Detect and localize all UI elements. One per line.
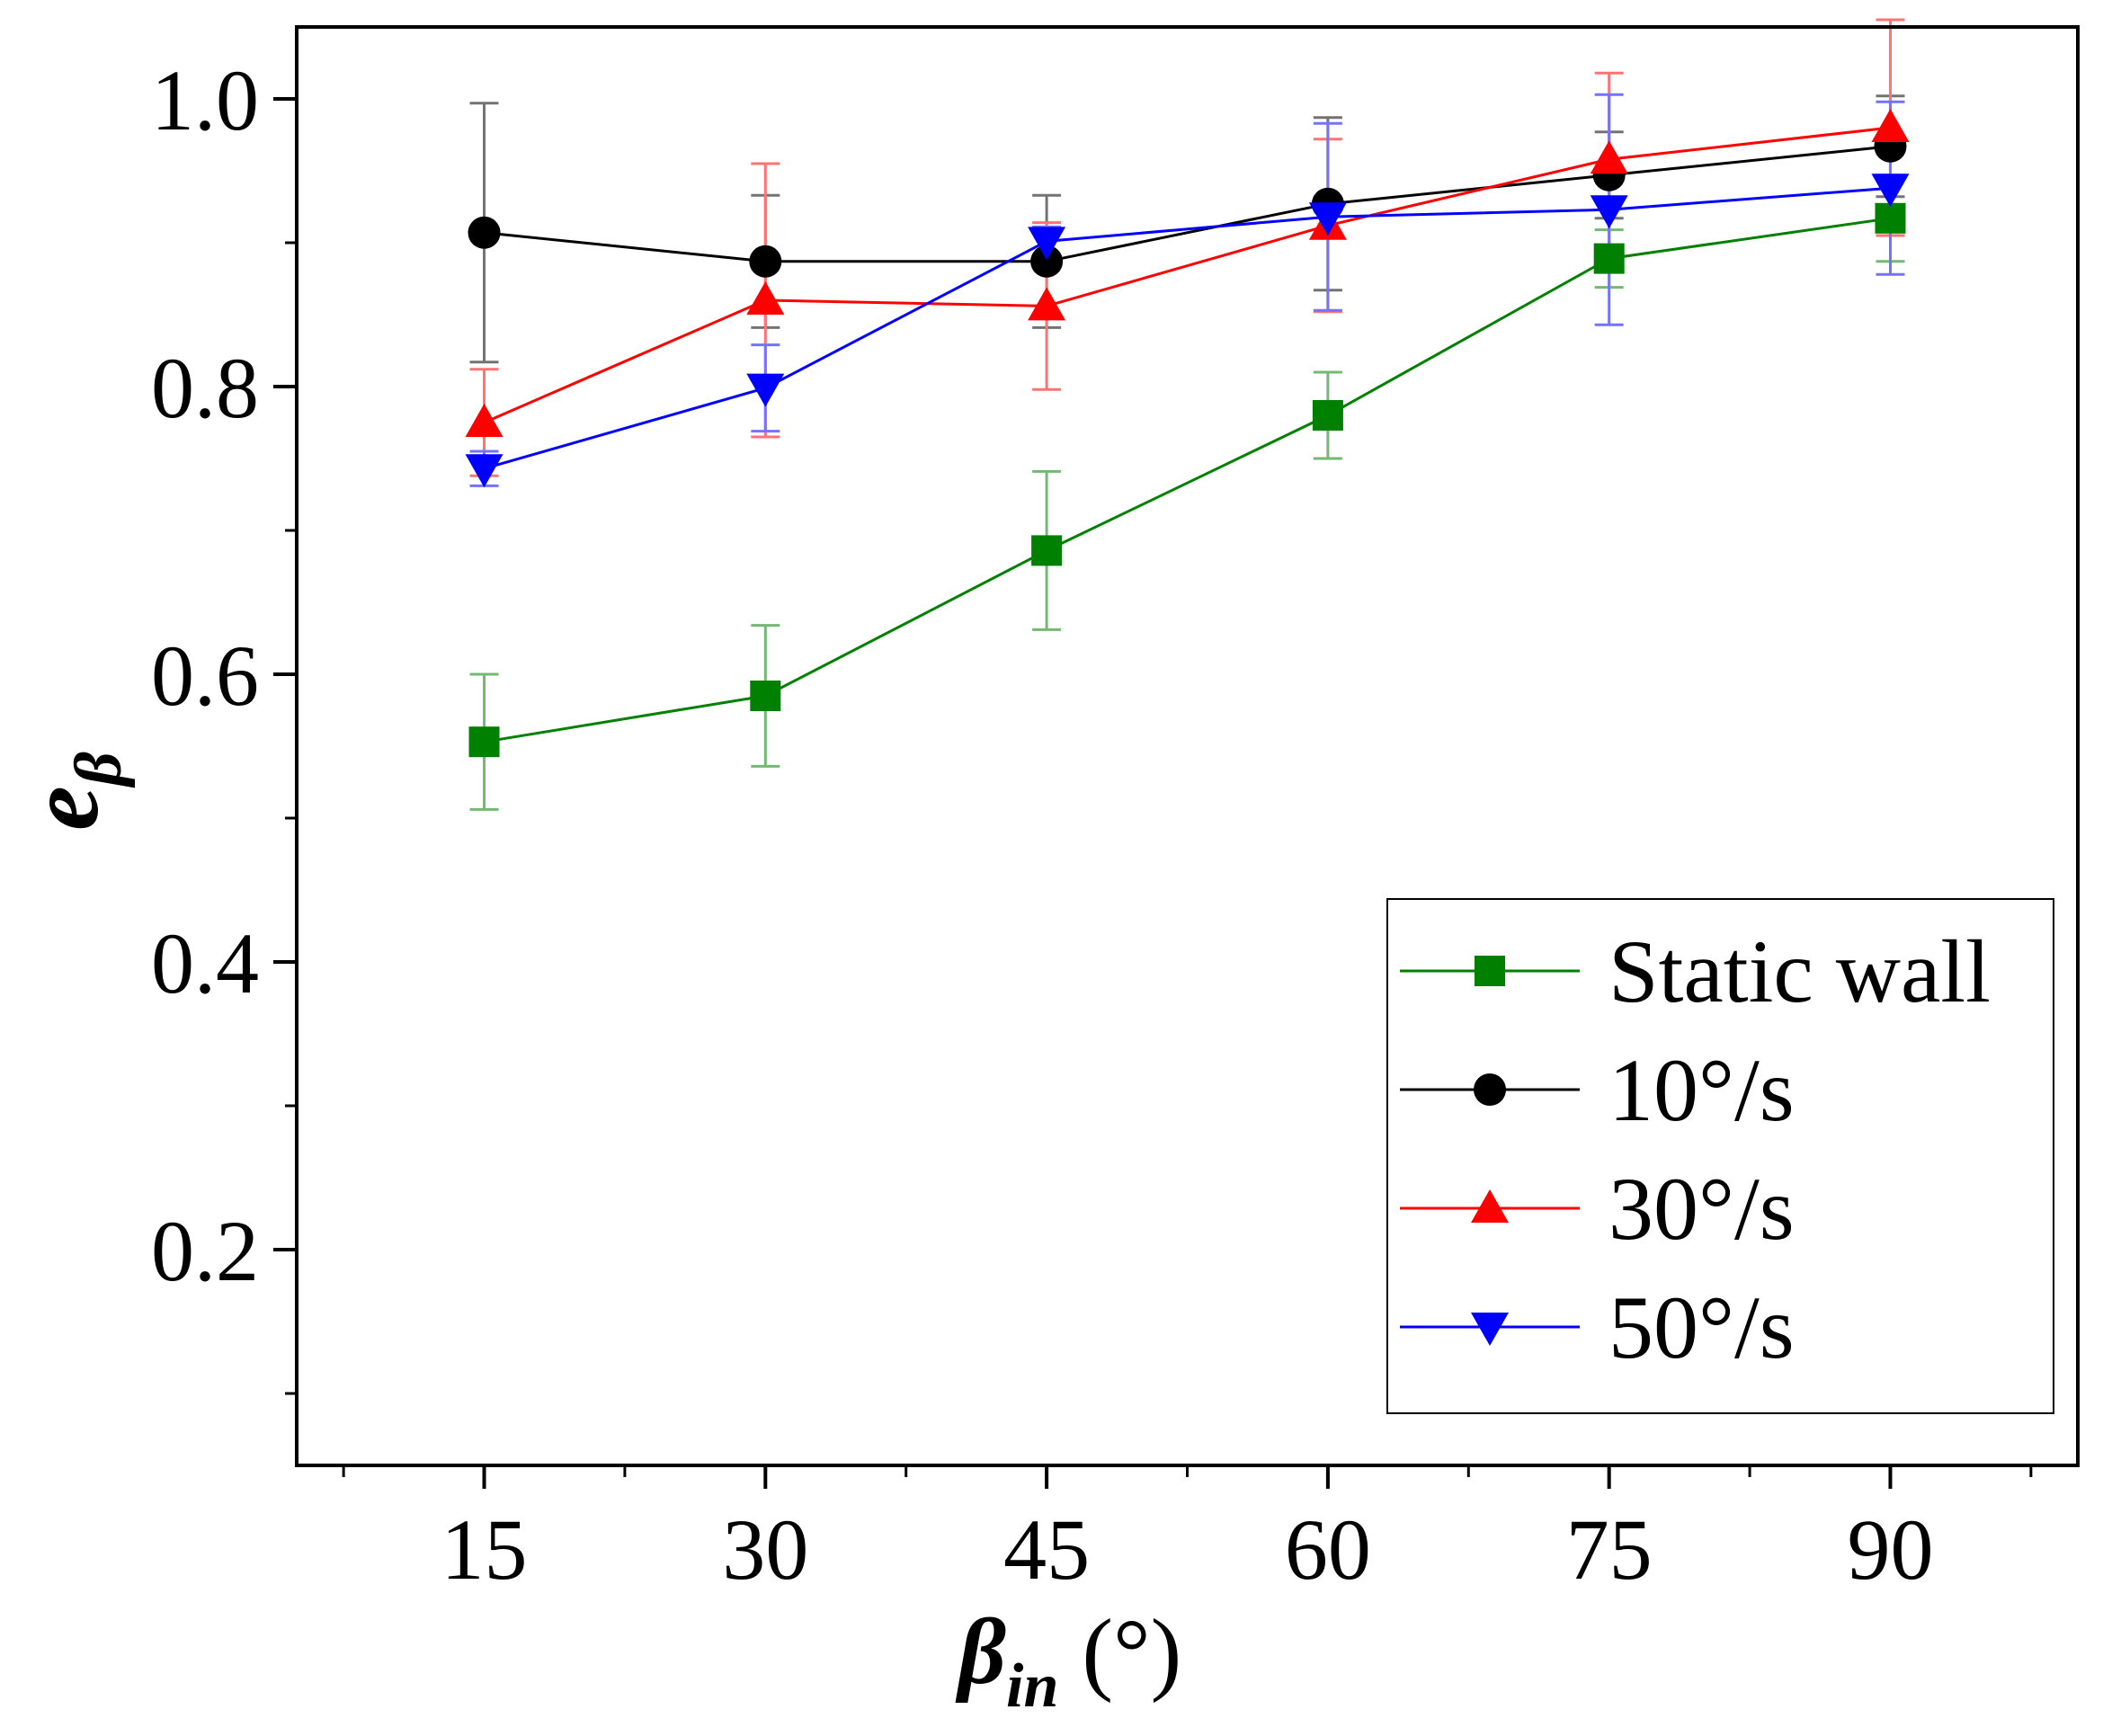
series-4-point <box>1590 195 1628 229</box>
series-lines-layer <box>483 126 1891 743</box>
x-axis-unit: (°) <box>1058 1600 1181 1704</box>
series-2-point <box>749 245 782 278</box>
series-4-point <box>1308 202 1347 236</box>
series-1-line <box>484 217 1891 743</box>
x-axis-symbol: β <box>955 1600 1006 1704</box>
y-tick-label: 0.8 <box>151 340 259 436</box>
series-2-point <box>468 216 501 249</box>
y-axis-symbol: e <box>8 786 120 831</box>
y-tick-label: 0.6 <box>151 628 259 724</box>
series-1-point <box>750 681 781 711</box>
series-4-line <box>484 186 1891 470</box>
markers-layer <box>465 109 1910 758</box>
y-tick-label: 0.2 <box>151 1203 259 1299</box>
series-1-point <box>1875 202 1906 234</box>
x-tick-label: 30 <box>722 1501 808 1598</box>
x-tick-label: 45 <box>1003 1501 1090 1598</box>
series-1-point <box>468 726 500 758</box>
x-axis-subscript: in <box>1006 1651 1058 1721</box>
series-3-point <box>465 404 503 437</box>
series-1-point <box>1031 535 1063 566</box>
x-axis-title: βin (°) <box>955 1600 1182 1721</box>
series-1-point <box>1312 400 1343 431</box>
series-1-point <box>1593 243 1625 274</box>
y-tick-label: 1.0 <box>151 52 259 148</box>
series-3-line <box>483 126 1891 424</box>
series-3-point <box>1028 287 1066 321</box>
axes-layer: 15 30 45 60 75 90 0.2 0.4 0.6 0.8 1.0 <box>151 25 2080 1598</box>
legend-label: 10°/s <box>1608 1040 1795 1140</box>
x-tick-label: 75 <box>1566 1501 1653 1598</box>
legend-marker <box>1471 1313 1509 1346</box>
y-axis-title: eβ <box>8 752 136 831</box>
series-2-line <box>484 145 1891 263</box>
series-4-point <box>746 373 785 407</box>
x-tick-label: 90 <box>1847 1501 1933 1598</box>
series-2-point <box>1030 245 1064 278</box>
legend-label: Static wall <box>1608 921 1991 1021</box>
legend-marker <box>1474 1073 1506 1106</box>
series-4-point <box>1871 174 1910 208</box>
y-axis-subscript: β <box>62 752 136 788</box>
legend-marker <box>1471 1189 1509 1223</box>
series-4-point <box>465 454 503 488</box>
error-bars-layer <box>469 18 1905 811</box>
series-3-point <box>746 281 785 315</box>
legend-label: 30°/s <box>1608 1159 1795 1259</box>
x-tick-label: 60 <box>1285 1501 1371 1598</box>
series-3-point <box>1871 109 1910 142</box>
legend-marker <box>1475 956 1505 986</box>
x-tick-label: 15 <box>441 1501 528 1598</box>
series-3-point <box>1590 140 1628 174</box>
y-tick-label: 0.4 <box>151 915 259 1011</box>
legend: Static wall 10°/s 30°/s 50°/s <box>1386 898 2054 1414</box>
legend-label: 50°/s <box>1608 1278 1795 1377</box>
series-4-point <box>1028 227 1066 261</box>
